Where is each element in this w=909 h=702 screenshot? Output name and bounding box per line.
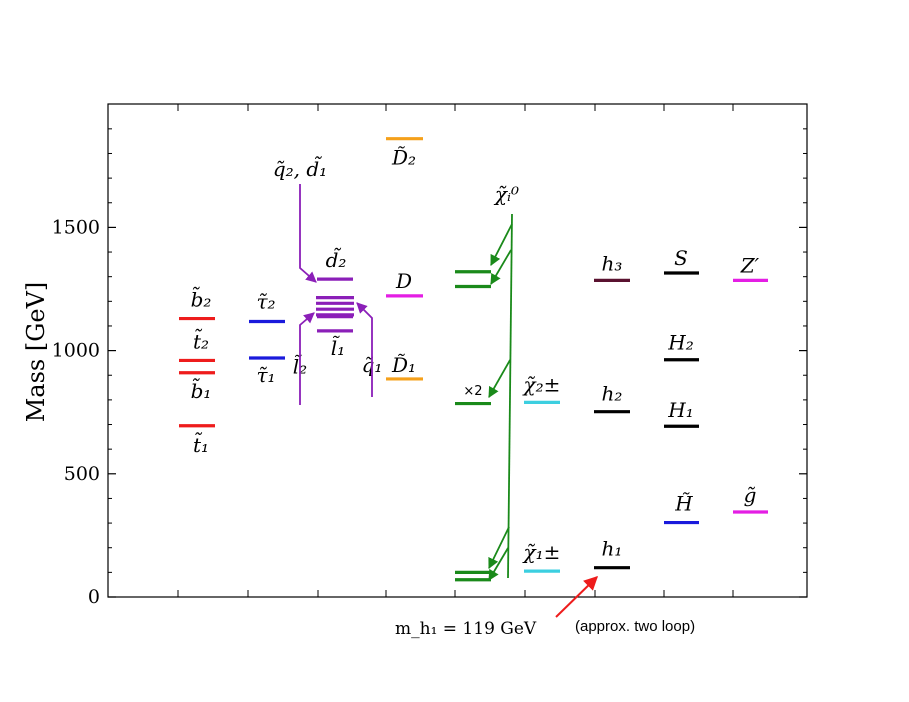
level-label-sbottom-stop-0: b̃₂	[191, 285, 212, 311]
arrow-q1	[356, 302, 373, 397]
squark-arrows	[299, 184, 373, 405]
axis-ticks	[108, 104, 807, 598]
annotation-arrow	[555, 576, 599, 618]
arrow-n4	[490, 249, 512, 285]
neutralino-multiplicity: ×2	[463, 384, 482, 399]
level-label-exotic-quarks-0: D̃₂	[391, 146, 416, 170]
y-tick-label: 1000	[52, 340, 100, 362]
level-label-higgs-S-H-2: H₁	[667, 398, 693, 422]
annotation-text: (approx. two loop)	[575, 618, 695, 635]
level-label-squark-slepton-6: l̃₁	[331, 336, 345, 360]
level-label-sbottom-stop-3: t̃₁	[193, 430, 209, 456]
level-label-higgs-S-H-0: S	[674, 246, 688, 270]
level-label-higgs-S-H-3: H̃	[674, 492, 693, 516]
level-label-squark-slepton-0: d̃₂	[326, 246, 347, 272]
level-label-chargino-0: χ̃₂±	[522, 372, 561, 396]
level-label-higgs-h-2: h₁	[602, 537, 623, 561]
level-label-stau-1: τ̃₁	[256, 363, 275, 387]
arrow-n1	[488, 547, 509, 581]
plot-frame	[107, 103, 808, 598]
y-tick-label: 500	[64, 463, 100, 485]
y-tick-label: 1500	[52, 216, 100, 238]
arrow-n3	[488, 359, 511, 398]
level-label-exotic-quarks-1: D	[395, 269, 412, 293]
annotation-math: m_h₁ = 119 GeV	[395, 619, 537, 639]
level-label-higgs-S-H-1: H₂	[667, 331, 693, 355]
level-label-zprime-gluino-0: Z′	[740, 253, 760, 277]
arrow-l2	[299, 312, 315, 405]
arrow-n5	[490, 223, 513, 266]
arrow-n2	[488, 526, 510, 569]
level-labels: b̃₂t̃₂b̃₁t̃₁τ̃₂τ̃₁d̃₂q̃₁l̃₂l̃₁D̃₂DD̃₁χ̃₂…	[191, 146, 760, 564]
level-label-zprime-gluino-1: g̃	[744, 483, 757, 507]
mass-levels	[179, 137, 768, 582]
arrow-q2-d1	[299, 184, 317, 283]
level-label-stau-0: τ̃₂	[256, 290, 275, 314]
y-axis-title: Mass [GeV]	[22, 282, 50, 423]
level-label-exotic-quarks-2: D̃₁	[391, 353, 416, 377]
level-label-q2-d1: q̃₂, d̃₁	[273, 155, 327, 181]
level-label-higgs-h-1: h₂	[602, 382, 623, 406]
level-label-sbottom-stop-1: t̃₂	[193, 327, 209, 353]
level-label-sbottom-stop-2: b̃₁	[191, 376, 212, 402]
axis-tick-labels: 0 500 1000 1500	[52, 216, 100, 608]
neutralino-label: χ̃ᵢ⁰	[493, 182, 519, 206]
neutralino-trunk	[507, 213, 513, 579]
level-label-higgs-h-0: h₃	[602, 251, 623, 275]
neutralino-arrows	[488, 213, 513, 581]
y-tick-label: 0	[88, 586, 100, 608]
level-label-chargino-1: χ̃₁±	[522, 540, 561, 564]
